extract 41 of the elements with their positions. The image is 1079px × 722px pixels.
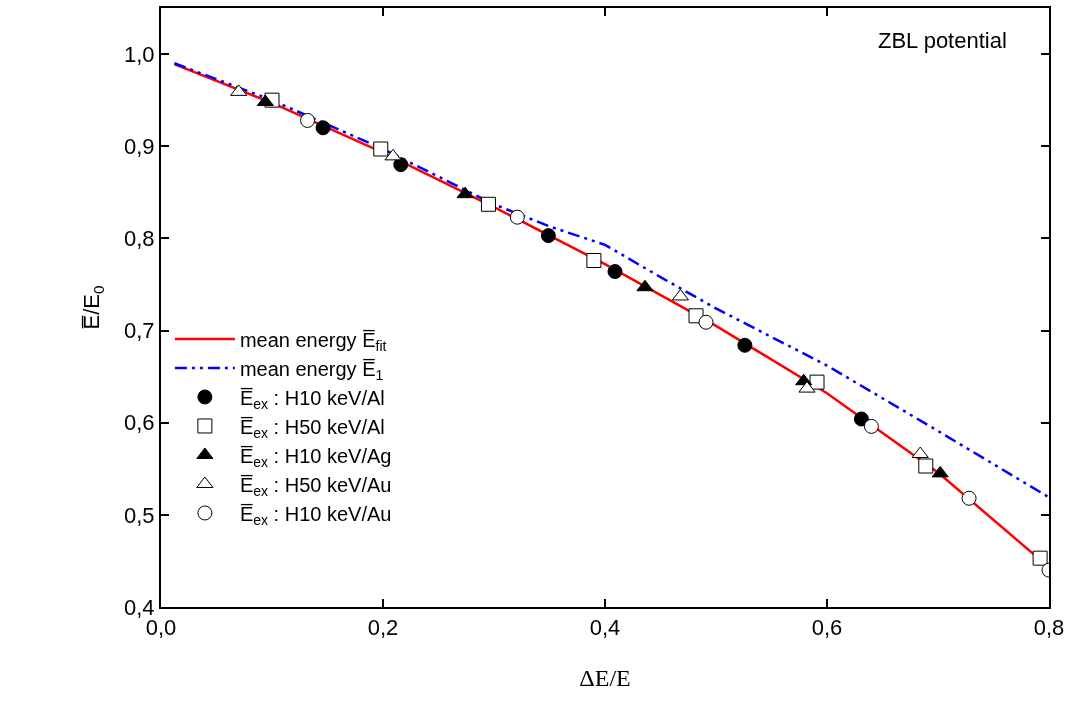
y-tick-label: 0,9 xyxy=(124,133,155,159)
point xyxy=(586,253,602,268)
point xyxy=(480,196,496,212)
point xyxy=(607,264,623,280)
annotation: ZBL potential xyxy=(878,28,1007,53)
point xyxy=(456,186,474,199)
point xyxy=(918,458,934,474)
y-tick-label: 0,6 xyxy=(124,410,155,436)
point xyxy=(931,465,949,478)
x-tick-label: 0,6 xyxy=(811,615,843,641)
legend-label: E̅$_{ex}$ : H10 keV/Ag xyxy=(239,444,392,470)
point xyxy=(698,314,714,330)
point xyxy=(863,418,879,434)
legend-label: E̅$_{ex}$ : H10 keV/Al xyxy=(239,386,385,412)
x-tick-label: 0,4 xyxy=(589,615,621,641)
legend-label: mean energy E̅$_{fit}$ xyxy=(239,328,387,354)
point xyxy=(1032,550,1048,566)
x-tick-label: 0,2 xyxy=(367,615,399,641)
x-axis-title: ΔE/E xyxy=(579,665,631,692)
x-tick-label: 0,8 xyxy=(1033,615,1065,641)
point xyxy=(540,228,556,244)
legend-label: E̅$_{ex}$ : H10 keV/Au xyxy=(239,502,392,528)
point xyxy=(809,374,825,390)
y-tick-label: 0,5 xyxy=(124,502,155,528)
point xyxy=(853,411,869,427)
legend-label: E̅$_{ex}$ : H50 keV/Au xyxy=(239,473,392,499)
y-tick-label: 1,0 xyxy=(124,41,155,67)
point xyxy=(509,209,525,225)
legend-label: mean energy E̅$_{1}$ xyxy=(239,357,384,383)
point xyxy=(373,141,389,157)
point xyxy=(315,120,331,136)
point xyxy=(911,446,929,459)
y-tick-label: 0,8 xyxy=(124,226,155,252)
point xyxy=(636,279,654,292)
point xyxy=(961,490,977,506)
point xyxy=(393,157,409,173)
y-tick-label: 0,7 xyxy=(124,318,155,344)
point xyxy=(300,112,316,128)
legend-label: E̅$_{ex}$ : H50 keV/Al xyxy=(239,415,385,441)
point xyxy=(384,148,402,161)
point xyxy=(737,337,753,353)
